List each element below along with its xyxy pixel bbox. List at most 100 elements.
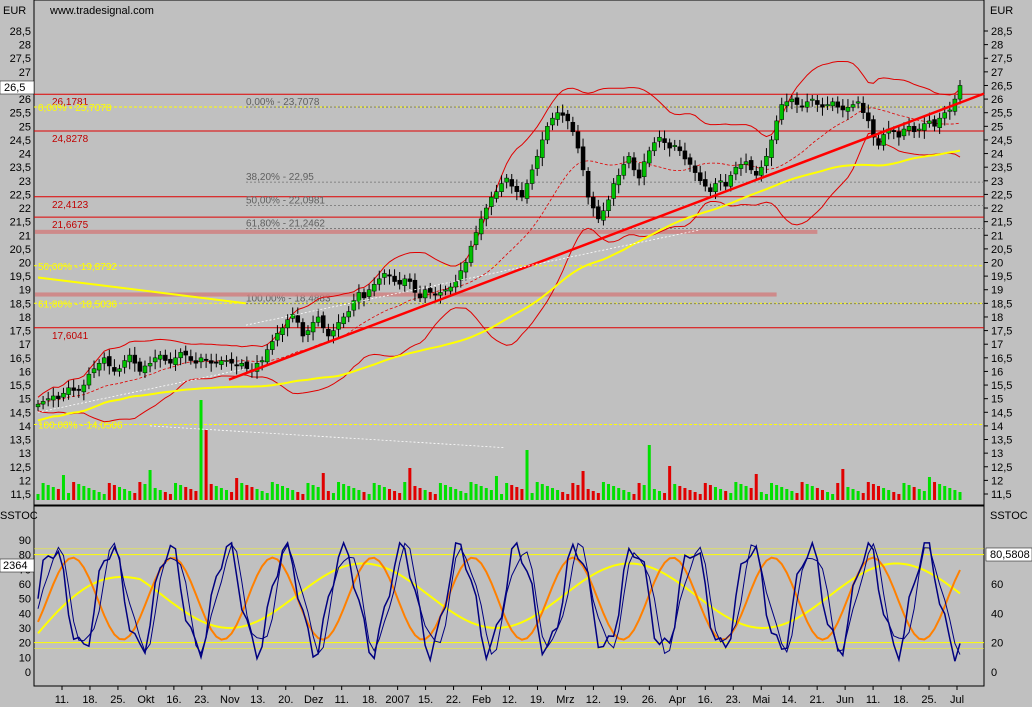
volume-bar (489, 490, 493, 500)
candle-body (911, 126, 917, 133)
volume-bar (586, 489, 590, 500)
volume-bar (199, 400, 203, 500)
candle-body (112, 367, 117, 372)
volume-bar (520, 489, 524, 500)
volume-bar (179, 485, 183, 500)
candle-body (468, 245, 474, 263)
candle-body (626, 156, 632, 164)
date-tick-label: 20. (278, 694, 293, 706)
price-tick-left: 23 (19, 176, 31, 188)
candle-body (494, 191, 499, 199)
volume-bar (296, 492, 300, 500)
candle-body (484, 207, 489, 220)
volume-bar (393, 491, 397, 500)
candle-body (718, 180, 723, 183)
volume-bar (561, 492, 565, 500)
last-price-badge (0, 80, 35, 95)
date-tick-label: Feb (472, 694, 491, 706)
price-tick-right: 22 (991, 203, 1003, 215)
candle-body (652, 142, 657, 152)
volume-bar (454, 489, 458, 500)
candle-body (580, 146, 586, 171)
candle-body (687, 157, 693, 165)
volume-bar (668, 466, 672, 500)
date-tick-label: 18. (362, 694, 377, 706)
candle-body (504, 177, 509, 183)
price-tick-left: 21 (19, 230, 31, 242)
volume-bar (168, 494, 172, 500)
volume-bar (87, 488, 91, 500)
price-tick-left: 20 (19, 258, 31, 270)
volume-bar (281, 486, 285, 500)
price-tick-left: 25,5 (10, 108, 31, 120)
candle-body (443, 289, 448, 292)
volume-bar (107, 483, 111, 500)
fib-inner-label: 61,80% - 21,2462 (246, 219, 325, 230)
price-tick-left: 13,5 (10, 435, 31, 447)
price-tick-right: 17 (991, 339, 1003, 351)
candle-body (193, 360, 199, 364)
volume-bar (902, 483, 906, 500)
candle-body (275, 333, 280, 341)
date-tick-label: 18. (893, 694, 908, 706)
candle-body (697, 172, 703, 182)
price-tick-right: 15 (991, 394, 1003, 406)
price-tick-right: 27,5 (991, 53, 1012, 65)
date-tick-label: 18. (82, 694, 97, 706)
volume-bar (265, 493, 269, 500)
candle-body (264, 349, 270, 363)
volume-bar (759, 492, 763, 500)
price-tick-right: 28,5 (991, 26, 1012, 38)
price-tick-left: 27 (19, 67, 31, 79)
price-tick-left: 14,5 (10, 407, 31, 419)
candle-body (377, 278, 382, 285)
price-tick-left: 16 (19, 366, 31, 378)
stoch-tick-left: 30 (19, 623, 31, 635)
volume-bar (301, 494, 305, 500)
price-tick-right: 13,5 (991, 435, 1012, 447)
volume-bar (820, 490, 824, 500)
volume-bar (433, 494, 437, 500)
stoch-tick-right: 60 (991, 579, 1003, 591)
volume-bar (683, 488, 687, 500)
candle-body (178, 352, 183, 359)
candle-body (168, 358, 173, 364)
price-tick-right: 27 (991, 67, 1003, 79)
candle-body (799, 105, 805, 108)
volume-bar (591, 491, 595, 500)
date-tick-label: Jun (836, 694, 854, 706)
volume-bar (637, 483, 641, 500)
volume-bar (362, 492, 366, 500)
candle-body (932, 119, 937, 127)
currency-right: EUR (990, 5, 1013, 17)
volume-bar (163, 492, 167, 500)
candle-body (514, 185, 520, 192)
support-label: 17,6041 (52, 331, 89, 342)
candle-body (830, 101, 835, 107)
candle-body (545, 126, 550, 141)
candle-body (876, 138, 881, 146)
date-tick-label: 25. (110, 694, 125, 706)
date-tick-label: 12. (502, 694, 517, 706)
price-tick-right: 25 (991, 121, 1003, 133)
volume-bar (790, 491, 794, 500)
price-tick-left: 28,5 (10, 26, 31, 38)
candle-body (794, 97, 800, 105)
date-axis: 11. 18. 25. Okt 16. 23. Nov 13. 20. Dez 11. 18. 2007… (55, 686, 964, 706)
price-tick-left: 13 (19, 448, 31, 460)
stoch-tick-left: 80 (19, 550, 31, 562)
candle-body (361, 292, 367, 299)
support-label: 21,6675 (52, 220, 89, 231)
volume-bar (230, 492, 234, 500)
price-tick-left: 14 (19, 421, 31, 433)
volume-bar (444, 485, 448, 500)
volume-bar (275, 484, 279, 500)
volume-bar (642, 485, 646, 500)
price-tick-right: 16,5 (991, 353, 1012, 365)
volume-bar (51, 487, 55, 500)
price-tick-right: 28 (991, 40, 1003, 52)
date-tick-label: 16. (698, 694, 713, 706)
price-tick-right: 19 (991, 285, 1003, 297)
volume-bar (174, 483, 178, 500)
